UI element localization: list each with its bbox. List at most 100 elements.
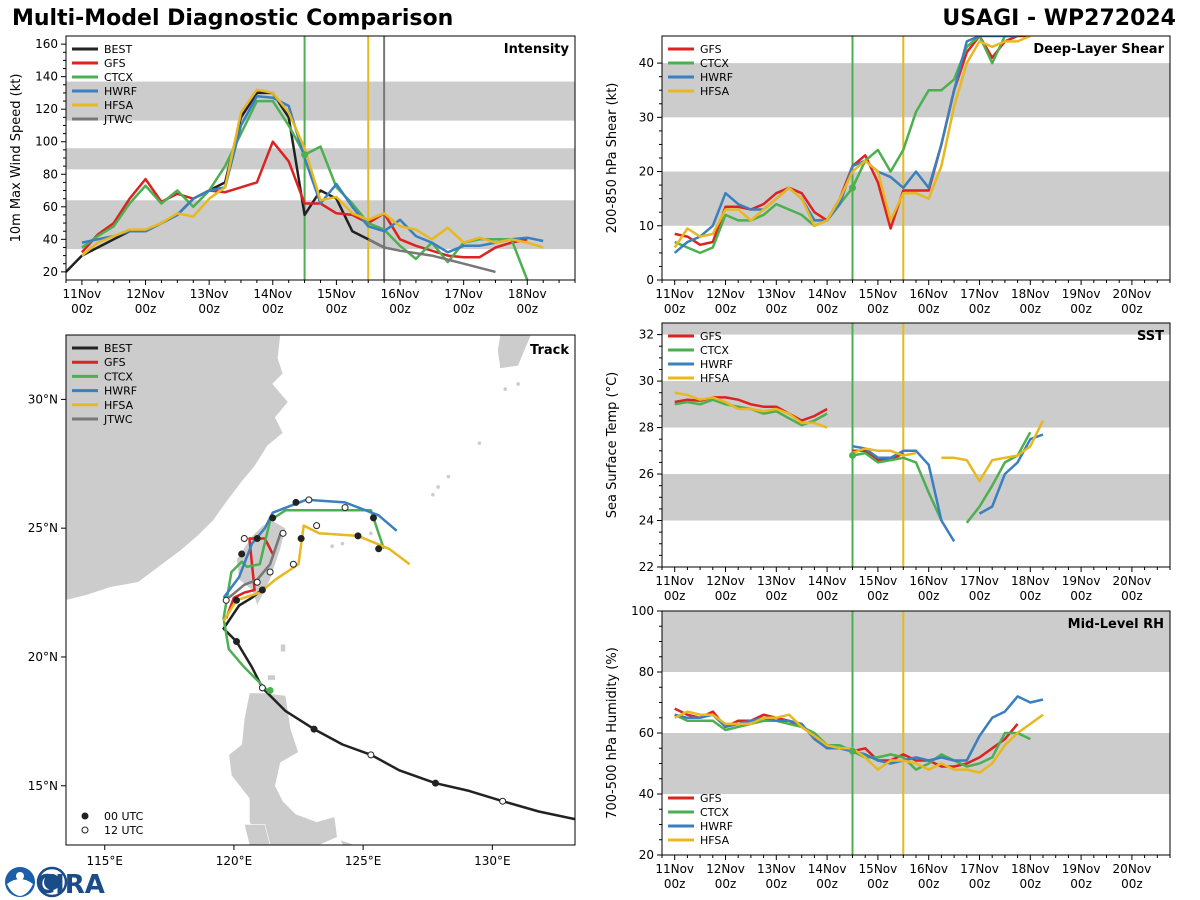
track-marker-filled-4 [233,638,241,646]
shear-band-1 [662,63,1170,118]
noaa-logo-bird [16,872,24,880]
intensity-panel: 2040608010012014016011Nov00z12Nov00z13No… [9,35,576,316]
track-marker-legend-label-open: 12 UTC [104,824,144,837]
intensity-xtick-day-4: 15Nov [317,287,356,301]
sst-ytick-label-26: 26 [639,467,654,481]
intensity-band-2 [66,81,575,121]
land-batanes [280,643,286,653]
track-series-hwrf [222,498,398,599]
shear-ytick-label-40: 40 [639,56,654,70]
track-marker-filled-24 [375,545,383,553]
sst-legend-label-hwrf: HWRF [700,358,733,371]
shear-xtick-hour-1: 00z [715,302,737,316]
intensity-ytick-label-140: 140 [35,70,58,84]
track-xtick-label-115: 115°E [87,854,124,868]
shear-xtick-day-5: 16Nov [909,287,948,301]
land-babuyan [267,674,276,681]
sst-xtick-day-4: 15Nov [859,574,898,588]
track-marker-filled-22 [354,532,362,540]
storm-title: USAGI - WP272024 [942,6,1176,31]
sst-ytick-label-22: 22 [639,560,654,574]
intensity-xtick-day-0: 11Nov [63,287,102,301]
sst-ytick-label-32: 32 [639,328,654,342]
intensity-xtick-day-3: 14Nov [253,287,292,301]
shear-xtick-hour-4: 00z [867,302,889,316]
rh-series-hfsa [674,710,1044,774]
track-ytick-label-30: 30°N [28,392,58,406]
sst-band-0 [662,474,1170,521]
track-marker-filled-8 [258,586,266,594]
track-legend-label-hfsa: HFSA [104,399,134,412]
sst-xtick-hour-9: 00z [1121,589,1143,603]
sst-xtick-day-3: 14Nov [808,574,847,588]
track-xtick-label-130: 130°E [474,854,511,868]
land-islet-6 [330,544,334,549]
intensity-xtick-hour-4: 00z [326,302,348,316]
intensity-ylabel: 10m Max Wind Speed (kt) [9,74,24,243]
shear-xtick-day-0: 11Nov [655,287,694,301]
rh-ytick-label-80: 80 [639,665,654,679]
sst-legend-label-ctcx: CTCX [700,344,729,357]
cira-logo-text: CIRA [36,870,105,900]
shear-band-0 [662,171,1170,226]
intensity-xtick-hour-0: 00z [71,302,93,316]
rh-xtick-day-1: 12Nov [706,862,745,876]
shear-xtick-hour-0: 00z [664,302,686,316]
sst-band-1 [662,381,1170,428]
shear-ytick-label-10: 10 [639,219,654,233]
rh-xtick-day-5: 16Nov [909,862,948,876]
rh-legend-label-ctcx: CTCX [700,806,729,819]
sst-xtick-day-7: 18Nov [1011,574,1050,588]
shear-xtick-hour-9: 00z [1121,302,1143,316]
sst-ytick-label-28: 28 [639,421,654,435]
rh-ctcx-marker [849,747,856,755]
track-ytick-label-15: 15°N [28,779,58,793]
track-marker-filled-23 [369,514,377,522]
shear-xtick-day-1: 12Nov [706,287,745,301]
shear-xtick-day-4: 15Nov [859,287,898,301]
rh-xtick-day-0: 11Nov [655,862,694,876]
track-legend-label-jtwc: JTWC [103,413,133,426]
rh-xtick-day-6: 17Nov [960,862,999,876]
rh-ylabel: 700-500 hPa Humidity (%) [605,647,620,819]
sst-legend-label-gfs: GFS [700,330,722,343]
track-xtick-label-125: 125°E [345,854,382,868]
shear-legend-label-hwrf: HWRF [700,71,733,84]
shear-xtick-day-9: 20Nov [1113,287,1152,301]
track-marker-open-15 [279,529,287,537]
sst-plot-bg [662,323,1170,567]
intensity-title: Intensity [504,42,570,57]
track-marker-filled-17 [297,534,305,542]
land-islet-2 [446,474,451,479]
shear-ytick-label-0: 0 [646,273,654,287]
sst-series-hfsa [674,391,1045,483]
track-marker-open-21 [341,504,349,512]
track-legend-label-hwrf: HWRF [104,385,137,398]
shear-ytick-label-20: 20 [639,165,654,179]
rh-xtick-hour-9: 00z [1121,877,1143,891]
track-marker-legend-open [81,826,89,834]
land-islet-4 [340,541,345,546]
track-title: Track [530,343,569,358]
track-ytick-label-25: 25°N [28,521,58,535]
rh-xtick-day-7: 18Nov [1011,862,1050,876]
track-legend-label-ctcx: CTCX [104,370,133,383]
rh-legend-label-gfs: GFS [700,792,722,805]
rh-xtick-hour-5: 00z [918,877,940,891]
sst-xtick-day-5: 16Nov [909,574,948,588]
sst-xtick-hour-0: 00z [664,589,686,603]
track-marker-open-5 [258,684,266,692]
track-frame [65,334,576,846]
intensity-ytick-label-160: 160 [35,37,58,51]
rh-panel: 2040608010011Nov00z12Nov00z13Nov00z14Nov… [605,604,1171,891]
rh-xtick-hour-2: 00z [766,877,788,891]
land-samar [339,839,359,845]
sst-legend-label-hfsa: HFSA [700,372,730,385]
sst-xtick-hour-3: 00z [816,589,838,603]
rh-xtick-day-3: 14Nov [808,862,847,876]
track-marker-open-20 [313,522,321,530]
track-marker-filled-2 [310,725,318,733]
sst-series-hwrf [852,433,1044,543]
track-legend-label-gfs: GFS [104,356,126,369]
